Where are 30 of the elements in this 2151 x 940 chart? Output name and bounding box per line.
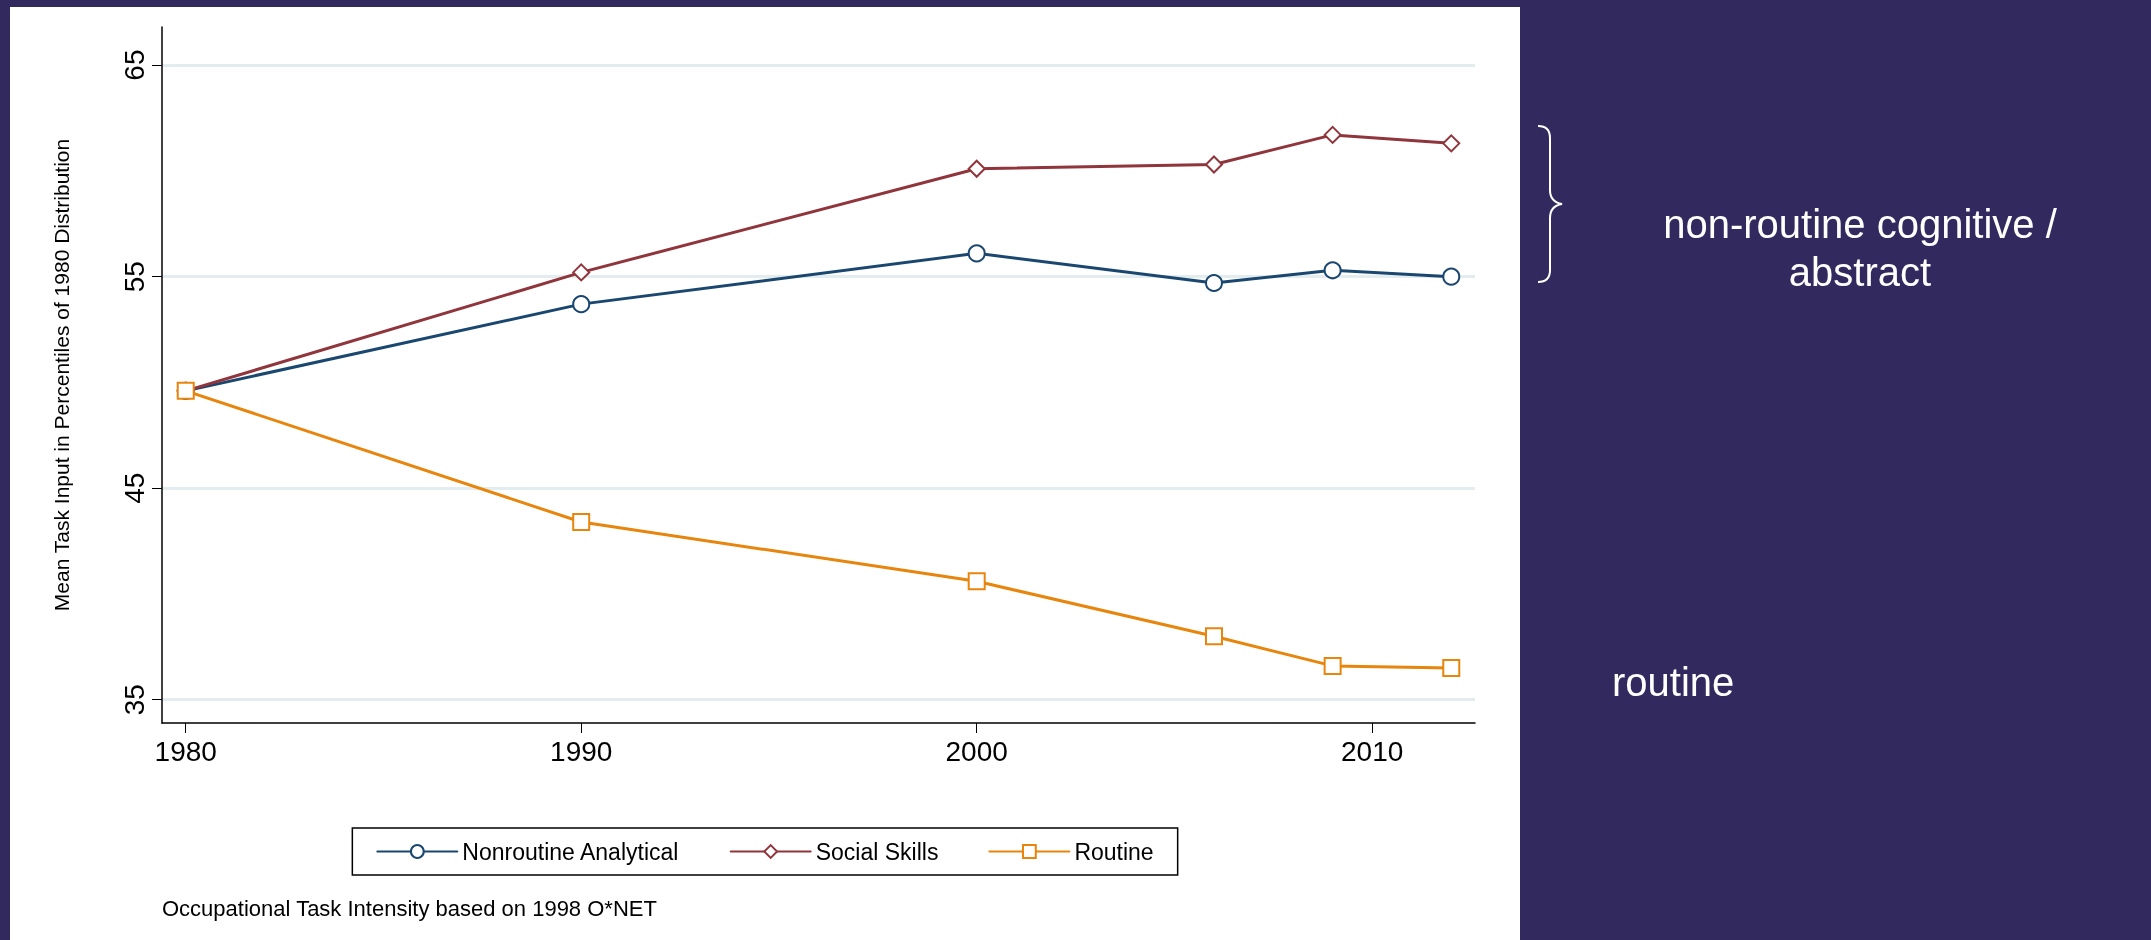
point xyxy=(1323,656,1342,675)
y-tick-label: 55 xyxy=(118,261,150,293)
x-tick-label: 2010 xyxy=(1341,735,1404,767)
point xyxy=(1442,659,1461,677)
y-tick-label: 35 xyxy=(118,684,150,716)
x-tick-label: 1990 xyxy=(550,735,613,767)
y-axis-title: Mean Task Input in Percentiles of 1980 Distribution xyxy=(50,138,73,612)
point xyxy=(1323,261,1342,280)
point xyxy=(572,263,591,282)
point xyxy=(572,295,591,314)
legend-label: Social Skills xyxy=(815,838,939,865)
x-tick-label: 2000 xyxy=(945,735,1008,767)
legend-label: Routine xyxy=(1074,838,1154,865)
point xyxy=(1204,627,1223,646)
legend-label: Nonroutine Analytical xyxy=(462,838,679,865)
point xyxy=(1204,155,1223,174)
point xyxy=(572,513,591,532)
point xyxy=(967,159,986,178)
point xyxy=(967,572,986,591)
point xyxy=(1323,125,1342,144)
y-tick-label: 65 xyxy=(118,49,150,81)
x-tick-label: 1980 xyxy=(154,735,217,767)
point xyxy=(1442,267,1461,286)
point xyxy=(967,244,986,263)
text: Occupational Task Intensity based on 1998 O*NET xyxy=(162,895,657,921)
text: non-routine cognitive / abstract xyxy=(1662,201,2058,296)
point xyxy=(1205,273,1223,292)
point xyxy=(1442,134,1461,153)
y-tick-label: 45 xyxy=(118,472,150,504)
text: routine xyxy=(1612,660,1735,705)
